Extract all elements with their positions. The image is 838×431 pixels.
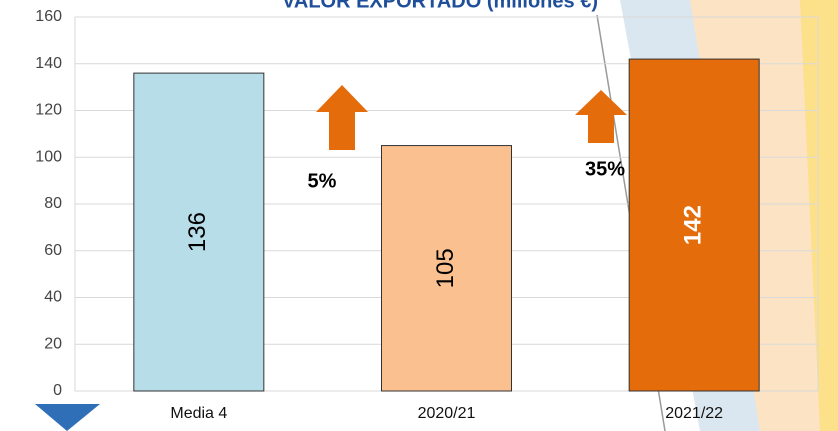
annotation: 35% [585,158,625,180]
y-tick-label: 140 [35,55,62,72]
annotation: 5% [308,170,337,192]
y-tick-label: 80 [44,195,62,212]
nav-triangle [35,404,100,431]
bars: Media 4 136 2020/21 105 2021/22 142 [133,58,760,422]
chart-title: VALOR EXPORTADO (millones €) [282,0,598,12]
x-tick-label: Media 4 [170,405,227,422]
x-tick-label: 2020/21 [418,405,476,422]
y-tick-label: 0 [53,382,62,399]
data-label: 105 [432,248,459,288]
x-tick-label: 2021/22 [665,405,723,422]
bar [628,58,760,392]
bar [133,72,265,392]
bar [381,145,512,392]
y-tick-label: 20 [44,335,62,352]
y-tick-label: 160 [35,8,62,25]
y-tick-label: 100 [35,148,62,165]
arrow-up [316,85,368,150]
y-tick-label: 40 [44,289,62,306]
data-label: 142 [680,205,707,245]
data-label: 136 [184,212,211,252]
arrow-up [575,90,627,143]
y-tick-label: 60 [44,242,62,259]
y-tick-label: 120 [35,102,62,119]
